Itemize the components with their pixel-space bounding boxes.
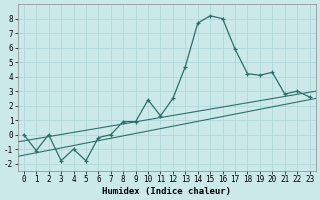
- X-axis label: Humidex (Indice chaleur): Humidex (Indice chaleur): [102, 187, 231, 196]
